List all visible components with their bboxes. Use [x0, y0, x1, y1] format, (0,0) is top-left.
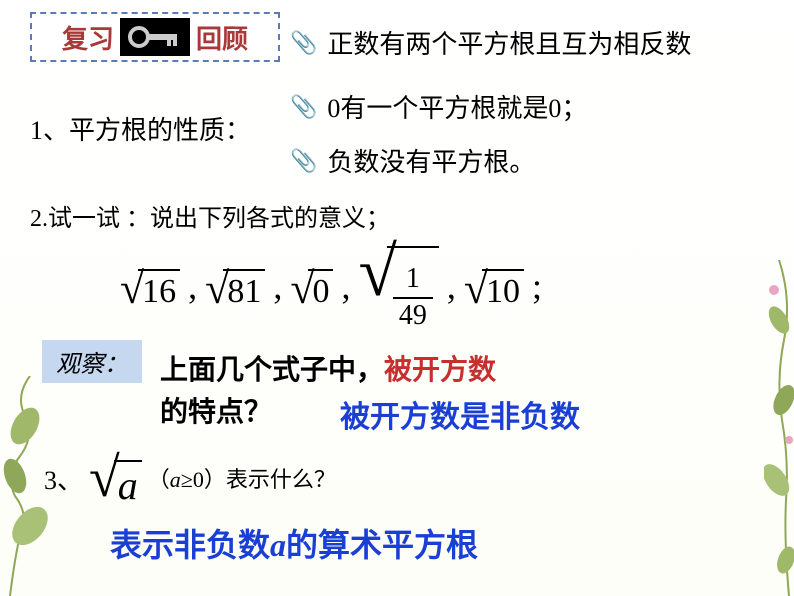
header-right: 回顾 [196, 19, 248, 56]
key-icon [120, 18, 190, 56]
observe-label: 观察： [42, 340, 142, 383]
comma: , [341, 265, 350, 307]
sqrt-81: √81 [205, 263, 265, 309]
section-3-label: 3、 [44, 460, 83, 497]
final-answer: 表示非负数a的算术平方根 [110, 520, 478, 566]
bullet-1-text: 正数有两个平方根且互为相反数 [327, 24, 691, 61]
section-3: 3、 √a （a≥0）表示什么？ [44, 450, 336, 506]
observe-answer: 被开方数是非负数 [340, 392, 580, 436]
section-3-paren: （a≥0）表示什么？ [148, 462, 336, 494]
obs-red-text: 被开方数 [384, 355, 496, 386]
clip-icon: 📎 [290, 94, 317, 120]
comma: , [273, 265, 282, 307]
semicolon: ; [532, 265, 542, 307]
sqrt-16: √16 [120, 263, 180, 309]
section-1-heading: 1、平方根的性质： [30, 110, 251, 147]
comma: , [188, 265, 197, 307]
bullet-3: 📎 负数没有平方根。 [290, 142, 535, 179]
bullet-3-text: 负数没有平方根。 [327, 142, 535, 179]
clip-icon: 📎 [290, 30, 317, 56]
bullet-2-text: 0有一个平方根就是0； [327, 88, 587, 125]
bullet-1: 📎 正数有两个平方根且互为相反数 [290, 24, 691, 61]
leaf-decoration-right [764, 260, 794, 596]
clip-icon: 📎 [290, 148, 317, 174]
comma: , [447, 265, 456, 307]
header-left: 复习 [62, 19, 114, 56]
sqrt-frac: √ 1 49 [358, 240, 438, 332]
observe-question-line2: 的特点？ [160, 390, 272, 430]
observe-question-line1: 上面几个式子中，被开方数 [160, 348, 496, 388]
obs-black-1: 上面几个式子中， [160, 355, 384, 386]
sqrt-0: √0 [290, 263, 333, 309]
header-review-box: 复习 回顾 [30, 12, 280, 62]
section-2-heading: 2.试一试 ：说出下列各式的意义； [30, 198, 390, 233]
math-expressions: √16 , √81 , √0 , √ 1 49 , √10 ; [120, 240, 542, 332]
sqrt-10: √10 [464, 263, 524, 309]
sqrt-a: √a [89, 450, 142, 506]
bullet-2: 📎 0有一个平方根就是0； [290, 88, 587, 125]
